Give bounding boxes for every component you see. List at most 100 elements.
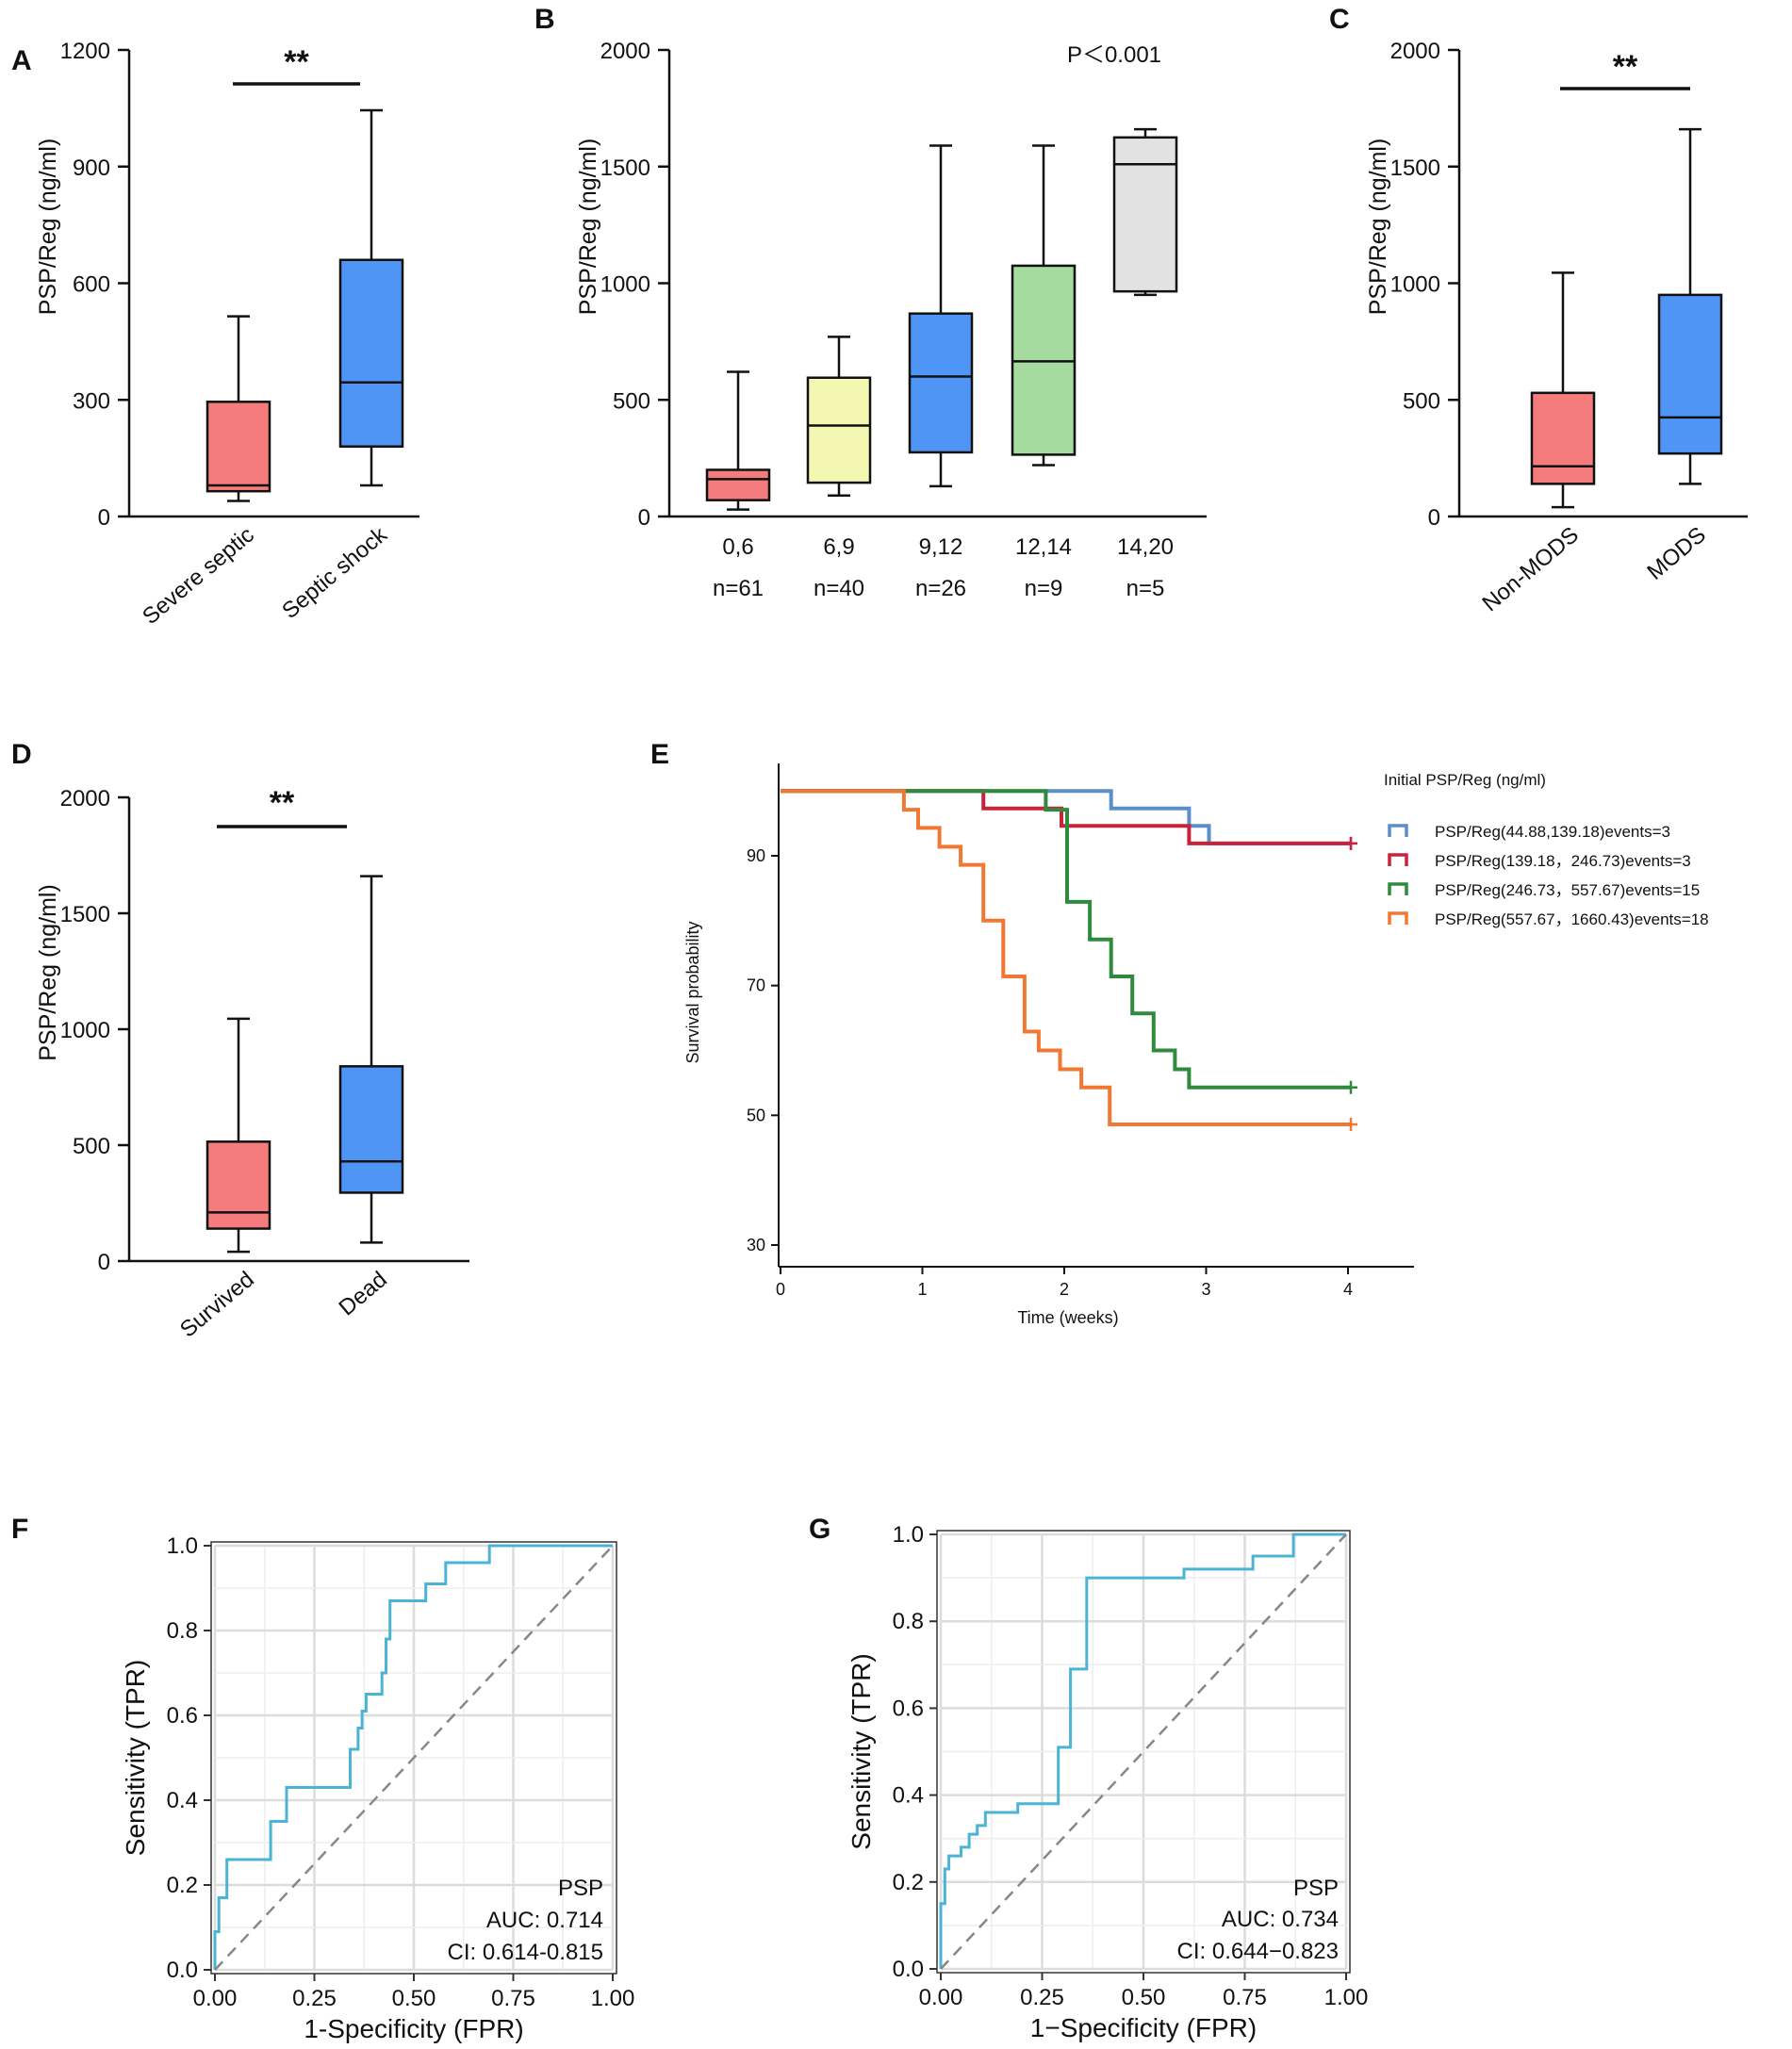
panel-label: C (1329, 4, 1350, 35)
y-axis-title: PSP/Reg (ng/ml) (575, 139, 601, 316)
box-Dead (338, 875, 404, 1244)
x-tick-label: 2 (1060, 1280, 1069, 1299)
y-tick-label: 300 (73, 388, 110, 414)
y-axis-title: Sensitivity (TPR) (847, 1653, 876, 1849)
iqr-box (338, 1065, 404, 1194)
box-12,14 (1011, 144, 1077, 467)
y-axis-title: PSP/Reg (ng/ml) (35, 139, 61, 316)
censor-mark (1344, 1080, 1358, 1094)
y-tick-label: 2000 (60, 786, 110, 811)
y-tick-label: 0 (98, 1250, 110, 1275)
group-count-label: n=26 (915, 576, 966, 601)
x-tick-label: 0.75 (491, 1986, 535, 2011)
y-axis-title: PSP/Reg (ng/ml) (35, 884, 61, 1061)
y-tick-label: 0.6 (167, 1703, 198, 1729)
km-curve-1 (781, 789, 1351, 845)
chance-diagonal (214, 1545, 614, 1971)
y-tick-label: 0 (98, 505, 110, 531)
iqr-box (908, 312, 974, 454)
x-tick-label: 0.00 (919, 1985, 963, 2010)
roc-curve (213, 1544, 613, 1970)
y-tick-label: 1000 (1390, 272, 1440, 298)
y-tick-label: 0.4 (167, 1788, 198, 1813)
y-axis-title: PSP/Reg (ng/ml) (1365, 139, 1391, 316)
y-tick-label: 1500 (600, 156, 650, 181)
x-tick-label: 1.00 (1324, 1985, 1369, 2010)
censor-mark (1344, 1117, 1358, 1131)
box-MODS (1657, 127, 1723, 485)
panel-label: F (11, 1514, 28, 1545)
km-legend: Initial PSP/Reg (ng/ml) PSP/Reg(44.88,139… (1384, 771, 1709, 928)
box-panel-A: A 0 300 600 900 1200 PSP/Reg (ng/ml) Severe sep… (11, 39, 419, 630)
x-category-label: Survived (175, 1267, 259, 1343)
roc-panel-F: F 0.0 0.2 0.4 0.6 0.8 1.0 0.00 0.25 0.50 0.75 1.00 1… (11, 1514, 634, 2043)
x-axis-title: 1−Specificity (FPR) (1030, 2013, 1257, 2042)
roc-annotation: CI: 0.644−0.823 (1177, 1939, 1339, 1964)
x-tick-label: 0.50 (392, 1986, 436, 2011)
x-tick-label: 1 (917, 1280, 927, 1299)
chance-diagonal (940, 1533, 1347, 1970)
y-tick-label: 0.4 (893, 1783, 924, 1809)
significance-stars: ** (270, 785, 295, 821)
y-tick-label: 500 (73, 1134, 110, 1159)
legend-swatch (1388, 824, 1408, 837)
box-0,6 (705, 370, 771, 511)
y-tick-label: 0.2 (167, 1873, 198, 1898)
legend-swatch (1388, 911, 1408, 925)
y-tick-label: 70 (747, 976, 765, 995)
y-tick-label: 30 (747, 1236, 765, 1254)
x-tick-label: 0.00 (193, 1986, 238, 2011)
box-Non-MODS (1530, 271, 1596, 509)
legend-entry: PSP/Reg(246.73，557.67)events=15 (1435, 881, 1700, 899)
roc-panel-G: G 0.0 0.2 0.4 0.6 0.8 1.0 0.00 0.25 0.50 0.75 1.00 1… (809, 1514, 1368, 2042)
panel-label: E (650, 739, 669, 770)
iqr-box (338, 258, 404, 448)
roc-annotation: PSP (558, 1876, 603, 1901)
x-category-label: Severe septic (138, 522, 259, 630)
iqr-box (206, 401, 271, 493)
km-curve-4 (781, 789, 1351, 1126)
x-category-label: 6,9 (823, 534, 854, 560)
box-6,9 (806, 336, 872, 497)
box-14,20 (1112, 127, 1178, 297)
box-panel-D: D 0 500 1000 1500 2000 PSP/Reg (ng/ml) Survived… (11, 739, 469, 1343)
legend-swatch (1388, 882, 1408, 895)
y-tick-label: 1000 (60, 1018, 110, 1043)
x-category-label: 0,6 (722, 534, 753, 560)
y-tick-label: 0 (1428, 505, 1440, 531)
y-tick-label: 500 (1403, 388, 1440, 414)
roc-annotation: AUC: 0.734 (1222, 1907, 1339, 1932)
panel-label: B (534, 4, 555, 35)
x-category-label: 12,14 (1015, 534, 1072, 560)
x-category-label: Septic shock (277, 521, 392, 624)
x-axis-title: Time (weeks) (1017, 1308, 1118, 1327)
box-Septic shock (338, 108, 404, 487)
iqr-box (206, 1140, 271, 1230)
group-count-label: n=40 (814, 576, 864, 601)
y-axis-title: Survival probability (683, 921, 702, 1063)
censor-mark (1344, 836, 1358, 850)
y-tick-label: 1200 (60, 39, 110, 64)
significance-stars: ** (1613, 49, 1638, 85)
panel-label: A (11, 45, 32, 76)
panel-label: G (809, 1514, 830, 1545)
box-Survived (206, 1017, 271, 1254)
iqr-box (705, 468, 771, 501)
x-category-label: Dead (335, 1267, 392, 1321)
x-tick-label: 3 (1201, 1280, 1210, 1299)
panel-label: D (11, 739, 32, 770)
x-tick-label: 1.00 (591, 1986, 635, 2011)
y-axis-title: Sensitivity (TPR) (121, 1660, 150, 1856)
y-tick-label: 1.0 (167, 1533, 198, 1559)
x-tick-label: 4 (1343, 1280, 1353, 1299)
x-tick-label: 0.75 (1223, 1985, 1267, 2010)
km-curve-2 (781, 789, 1351, 845)
roc-annotation: PSP (1293, 1876, 1339, 1901)
y-tick-label: 0.0 (167, 1958, 198, 1983)
iqr-box (1657, 293, 1723, 455)
p-value-annotation: P＜0.001 (1067, 42, 1161, 68)
box-Severe septic (206, 315, 271, 502)
y-tick-label: 2000 (600, 39, 650, 64)
legend-entry: PSP/Reg(139.18，246.73)events=3 (1435, 852, 1691, 870)
